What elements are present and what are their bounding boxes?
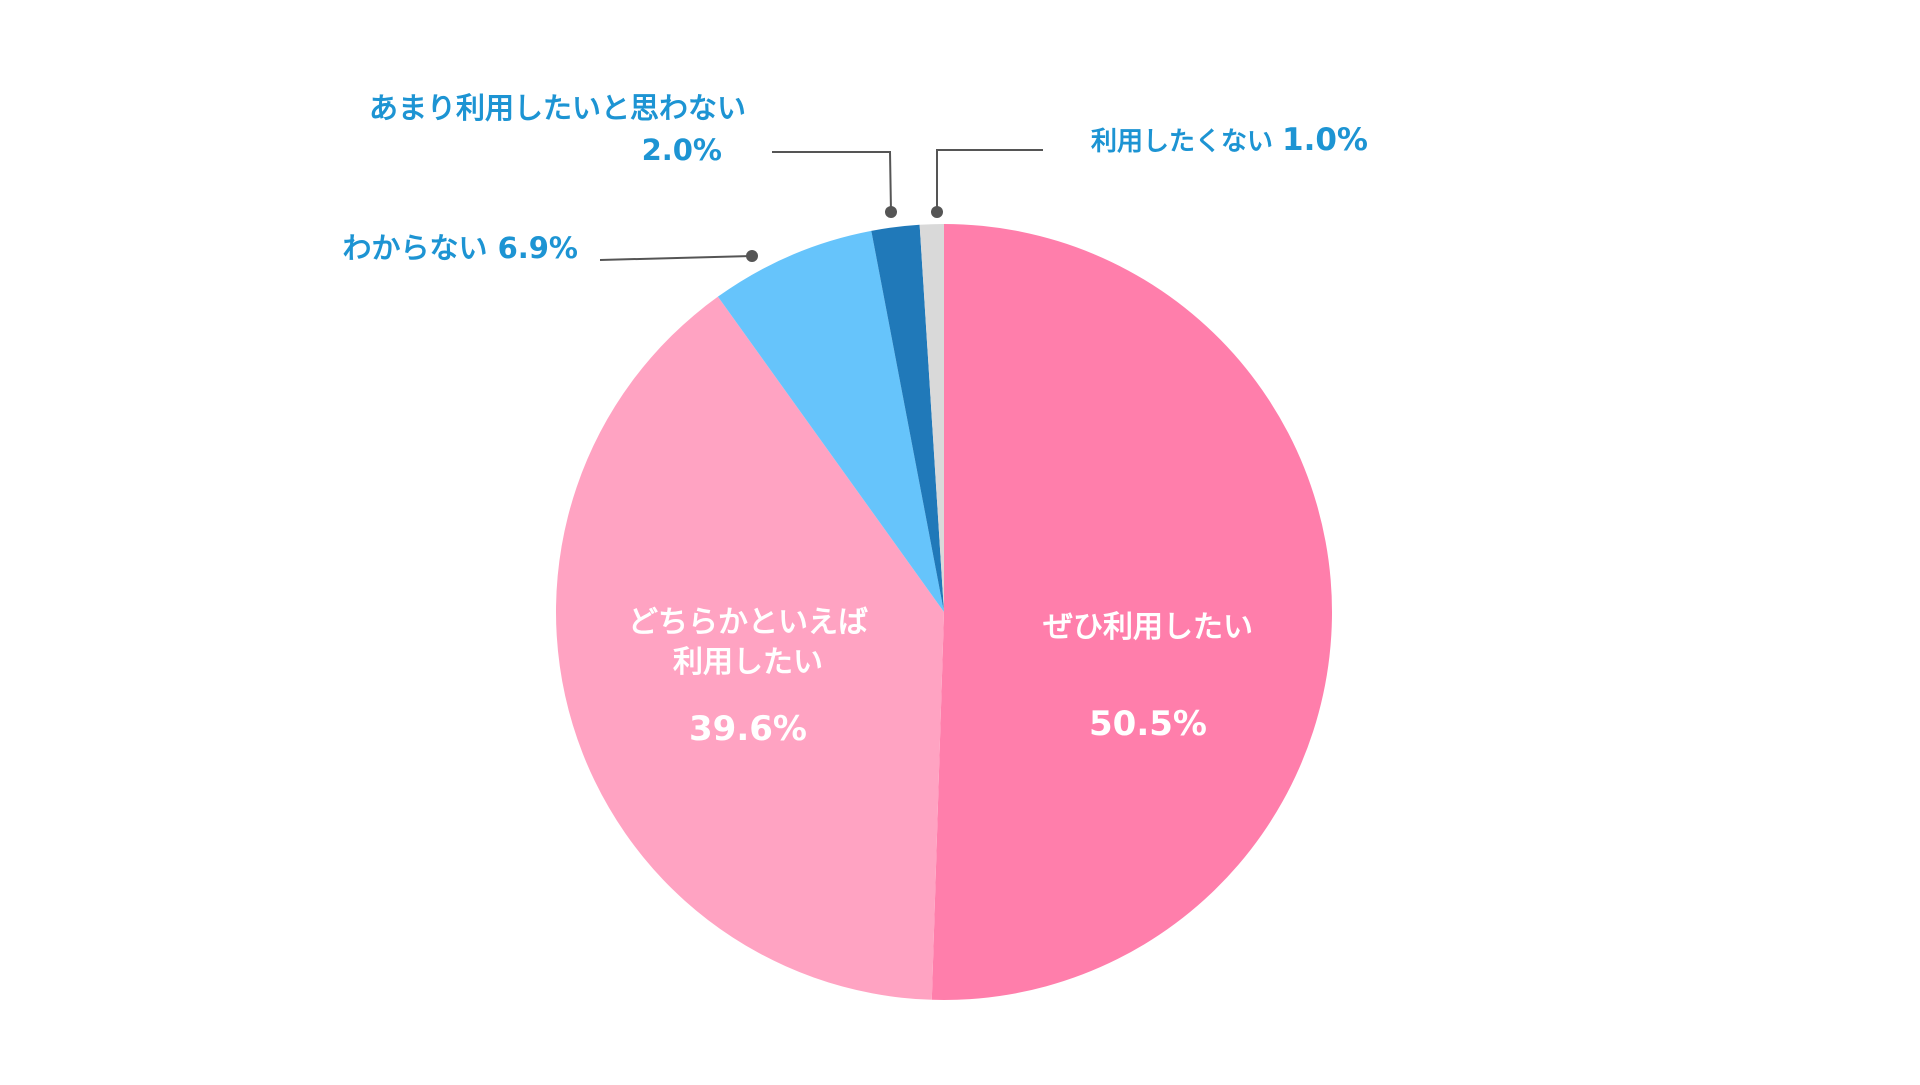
slice-value-wakaranai: 6.9% — [498, 231, 578, 265]
pie-slice-zehi — [931, 224, 1333, 1001]
leader-line-wakaranai — [599, 255, 753, 261]
slice-value-amari: 2.0% — [642, 133, 722, 167]
pie-slices — [555, 224, 1333, 1001]
slice-value-riyoushitakunai: 1.0% — [1282, 122, 1368, 158]
slice-label-riyoushitakunai: 利用したくない 1.0% — [1091, 122, 1368, 158]
slice-label-amari: あまり利用したいと思わない — [369, 91, 746, 125]
slice-label-zehi: ぜひ利用したい — [1043, 610, 1253, 645]
slice-label-wakaranai: わからない 6.9% — [342, 231, 578, 265]
slice-value-dochira: 39.6% — [689, 709, 807, 749]
pie-slice-riyoushitakunai — [919, 224, 944, 612]
pie-slice-amari — [871, 224, 944, 612]
pie-slice-wakaranai — [717, 230, 944, 612]
leader-line-riyoushitakunai — [936, 149, 1043, 212]
leader-dot-riyoushitakunai — [931, 206, 943, 218]
leader-dot-amari — [885, 206, 897, 218]
leader-lines — [599, 149, 1043, 262]
pie-slice-dochira — [555, 296, 944, 1000]
leader-line-amari — [772, 151, 892, 213]
slice-value-zehi: 50.5% — [1089, 704, 1207, 744]
slice-label-dochira: どちらかといえば — [628, 605, 868, 640]
slice-label-dochira-line2: 利用したい — [673, 645, 823, 680]
leader-dot-wakaranai — [746, 250, 758, 262]
